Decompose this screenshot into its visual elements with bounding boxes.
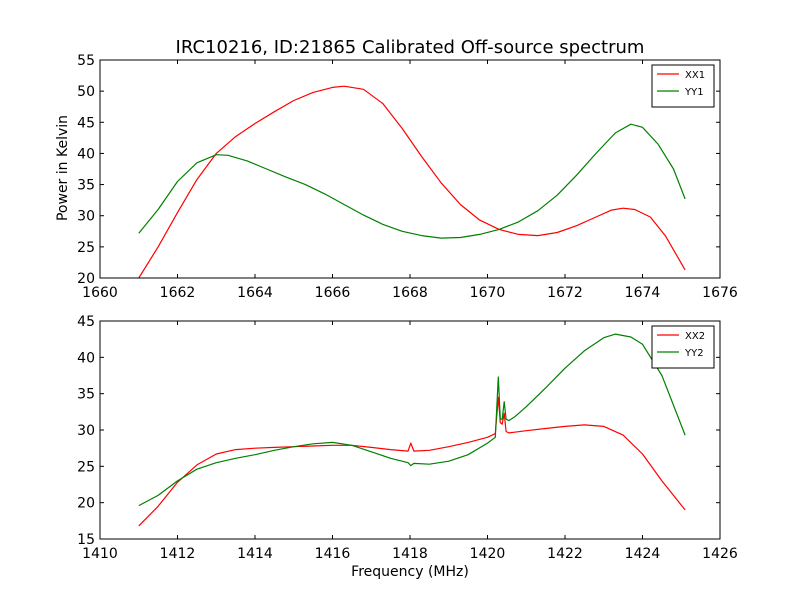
top-x-tick-label: 1664 [237, 285, 273, 301]
bottom-series-line-yy2 [138, 333, 686, 507]
bottom-y-tick-label: 20 [77, 496, 95, 512]
bottom-y-tick-label: 35 [77, 387, 95, 403]
bottom-x-tick-label: 1426 [702, 546, 738, 562]
top-y-tick-label: 40 [77, 146, 95, 162]
top-y-axis-label: Power in Kelvin [55, 115, 71, 221]
bottom-plot-panel: 1410 1412 1414 1416 1418 1420 1422 1424 1426 15 20… [77, 314, 738, 562]
top-legend-label-yy1: YY1 [684, 87, 704, 98]
bottom-y-tick-label: 30 [77, 423, 95, 439]
bottom-x-tick-label: 1420 [470, 546, 506, 562]
chart-title: IRC10216, ID:21865 Calibrated Off-source… [176, 37, 645, 58]
bottom-y-tick-label: 25 [77, 459, 95, 475]
top-y-tick-label: 35 [77, 178, 95, 194]
top-y-tick-label: 25 [77, 240, 95, 256]
bottom-y-tick-label: 45 [77, 314, 95, 330]
bottom-legend-label-yy2: YY2 [684, 348, 704, 359]
top-x-tick-label: 1660 [82, 285, 118, 301]
top-x-tick-label: 1668 [392, 285, 428, 301]
bottom-y-tick-label: 40 [77, 350, 95, 366]
bottom-x-tick-label: 1424 [625, 546, 661, 562]
top-y-tick-label: 50 [77, 84, 95, 100]
top-plot-panel: 1660 1662 1664 1666 1668 1670 1672 1674 1676 20 25… [77, 53, 738, 301]
top-x-tick-label: 1674 [625, 285, 661, 301]
top-x-tick-label: 1666 [315, 285, 351, 301]
bottom-x-tick-label: 1412 [160, 546, 196, 562]
top-y-tick-label: 55 [77, 53, 95, 69]
top-series-line-yy1 [138, 123, 686, 239]
top-y-tick-label: 30 [77, 209, 95, 225]
top-legend-box [651, 64, 715, 108]
bottom-x-axis-label: Frequency (MHz) [351, 564, 469, 580]
top-y-tick-label: 20 [77, 271, 95, 287]
top-series-line-xx1 [138, 85, 686, 278]
top-x-tick-label: 1662 [160, 285, 196, 301]
bottom-legend-label-xx2: XX2 [685, 331, 705, 342]
bottom-y-tick-label: 15 [77, 532, 95, 548]
top-legend-label-xx1: XX1 [685, 70, 705, 81]
bottom-x-tick-label: 1418 [392, 546, 428, 562]
top-y-tick-label: 45 [77, 115, 95, 131]
bottom-x-tick-label: 1414 [237, 546, 273, 562]
top-x-tick-label: 1676 [702, 285, 738, 301]
bottom-x-tick-label: 1422 [547, 546, 583, 562]
top-x-tick-label: 1672 [547, 285, 583, 301]
bottom-x-tick-label: 1410 [82, 546, 118, 562]
top-x-tick-label: 1670 [470, 285, 506, 301]
bottom-x-tick-label: 1416 [315, 546, 351, 562]
bottom-legend: XX2 YY2 [651, 325, 715, 369]
bottom-series-line-xx2 [138, 396, 686, 527]
bottom-legend-box [651, 325, 715, 369]
top-legend: XX1 YY1 [651, 64, 715, 108]
